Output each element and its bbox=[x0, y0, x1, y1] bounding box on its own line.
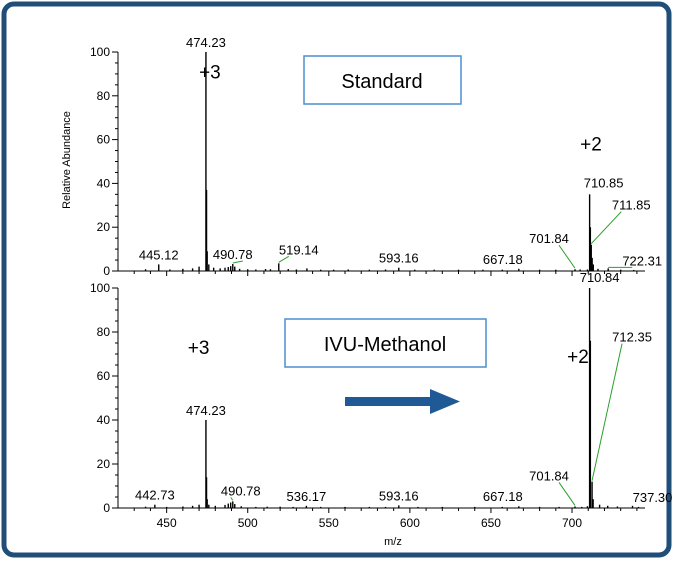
standard-label: Standard bbox=[341, 71, 422, 93]
peak-label: 519.14 bbox=[279, 242, 319, 257]
y-tick-label: 20 bbox=[97, 220, 111, 234]
peak-label: 667.18 bbox=[483, 252, 523, 267]
y-tick-label: 80 bbox=[97, 325, 111, 339]
y-tick-label: 20 bbox=[97, 457, 111, 471]
arrow-right-icon bbox=[345, 389, 460, 414]
peak-label: 442.73 bbox=[135, 488, 175, 503]
x-tick-label: 600 bbox=[400, 516, 420, 530]
x-tick-label: 550 bbox=[319, 516, 339, 530]
x-axis-label: m/z bbox=[384, 536, 402, 548]
y-tick-label: 60 bbox=[97, 133, 111, 147]
ivu-methanol-label-box bbox=[284, 318, 487, 368]
peak-label: 710.84 bbox=[580, 270, 620, 285]
peak-label: 490.78 bbox=[221, 483, 261, 498]
peak-label: 593.16 bbox=[379, 488, 419, 503]
charge-state-label: +3 bbox=[188, 338, 210, 359]
y-axis-label: Relative Abundance bbox=[61, 111, 73, 209]
charge-state-label: +2 bbox=[567, 347, 589, 368]
peak-label: 701.84 bbox=[529, 231, 569, 246]
charge-state-label: +2 bbox=[580, 135, 602, 156]
ivu-methanol-label: IVU-Methanol bbox=[324, 334, 446, 356]
peak-label: 737.30 bbox=[633, 490, 673, 505]
peak-label: 667.18 bbox=[483, 489, 523, 504]
peak-leader-line bbox=[558, 244, 576, 269]
peak-label: 701.84 bbox=[529, 468, 569, 483]
y-tick-label: 40 bbox=[97, 413, 111, 427]
peak-label: 722.31 bbox=[622, 253, 662, 268]
peak-label: 474.23 bbox=[186, 35, 226, 50]
y-tick-label: 0 bbox=[103, 501, 110, 515]
y-tick-label: 0 bbox=[103, 264, 110, 278]
y-tick-label: 60 bbox=[97, 369, 111, 383]
y-tick-label: 100 bbox=[90, 45, 110, 59]
y-tick-label: 40 bbox=[97, 176, 111, 190]
x-tick-label: 500 bbox=[238, 516, 258, 530]
peak-label: 536.17 bbox=[286, 489, 326, 504]
peak-label: 490.78 bbox=[213, 247, 253, 262]
top-spectrum-panel: 0 20 40 60 80 100 474.23 445.12 490.78 519.14 593.… bbox=[90, 35, 662, 278]
bottom-spectrum-panel: 0 20 40 60 80 100 450 500 550 600 650 700 710.84 712.… bbox=[90, 270, 672, 530]
standard-label-box bbox=[303, 55, 462, 105]
peak-leader-line bbox=[590, 211, 622, 245]
peak-leader-line bbox=[232, 260, 243, 264]
y-tick-label: 100 bbox=[90, 281, 110, 295]
peak-label: 445.12 bbox=[139, 247, 179, 262]
peak-label: 711.85 bbox=[612, 198, 651, 213]
x-tick-label: 650 bbox=[481, 516, 501, 530]
x-tick-label: 450 bbox=[157, 516, 177, 530]
peak-leader-line bbox=[591, 343, 623, 481]
y-tick-label: 80 bbox=[97, 89, 111, 103]
peak-label: 474.23 bbox=[186, 403, 226, 418]
peak-label: 712.35 bbox=[612, 330, 652, 345]
peak-label: 710.85 bbox=[584, 175, 624, 190]
peak-leader-line bbox=[230, 497, 234, 501]
charge-state-label: +3 bbox=[199, 62, 221, 83]
peak-label: 593.16 bbox=[379, 251, 419, 266]
x-tick-label: 700 bbox=[562, 516, 582, 530]
peak-leader-line bbox=[558, 482, 576, 506]
peak-leader-line bbox=[278, 255, 290, 263]
